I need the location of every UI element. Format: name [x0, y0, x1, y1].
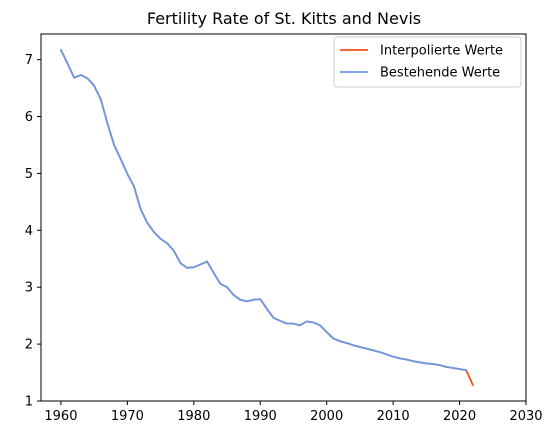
chart-title: Fertility Rate of St. Kitts and Nevis — [147, 9, 421, 28]
x-tick-label: 2030 — [509, 409, 542, 424]
series-line-2 — [60, 49, 468, 372]
y-tick-label: 6 — [25, 110, 33, 125]
x-tick-label: 1960 — [44, 409, 77, 424]
x-tick-label: 2000 — [310, 409, 343, 424]
plot-frame — [40, 33, 527, 402]
legend-label-2: Bestehende Werte — [380, 66, 500, 81]
y-tick-label: 1 — [25, 395, 33, 410]
series-lines — [60, 49, 474, 386]
x-tick-label: 1990 — [244, 409, 277, 424]
y-tick-label: 4 — [25, 224, 33, 239]
y-tick-label: 7 — [25, 53, 33, 68]
legend-box — [333, 36, 522, 88]
y-tick-label: 2 — [25, 338, 33, 353]
x-tick-label: 1970 — [111, 409, 144, 424]
plot-area: 1960 1970 1980 1990 2000 2010 2020 2030 1 2 3 4 5 6 7 — [25, 33, 543, 424]
legend-label-1: Interpolierte Werte — [380, 44, 503, 59]
y-tick-label: 3 — [25, 281, 33, 296]
x-tick-label: 1980 — [177, 409, 210, 424]
y-tick-label: 5 — [25, 167, 33, 182]
x-tick-label: 2020 — [443, 409, 476, 424]
x-tick-label: 2010 — [377, 409, 410, 424]
legend: Interpolierte Werte Bestehende Werte — [333, 36, 522, 88]
